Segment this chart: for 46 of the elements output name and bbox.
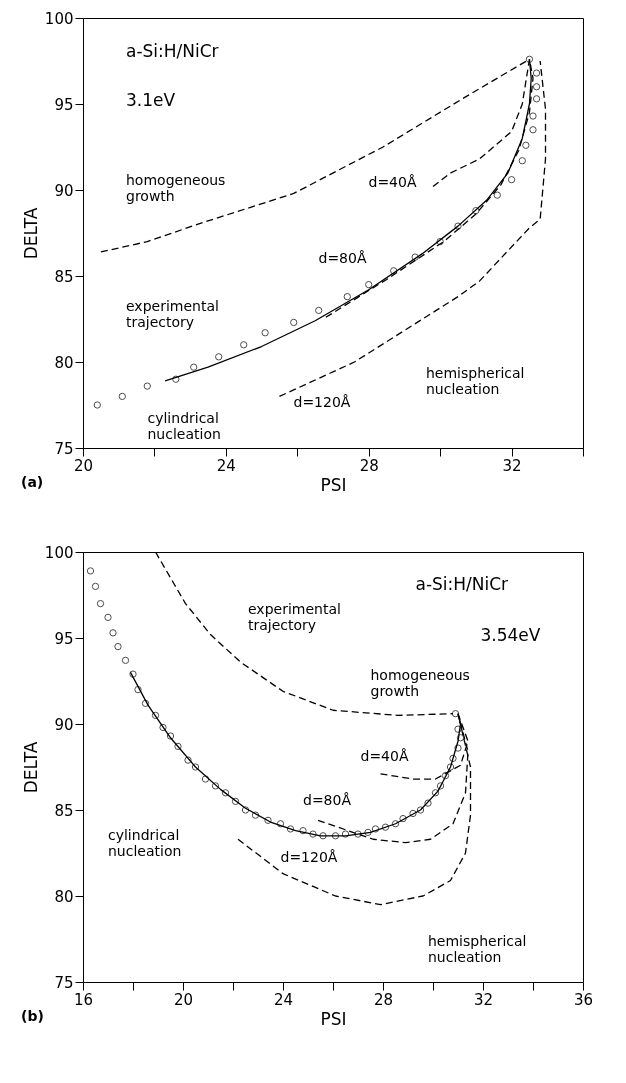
x-tick-label: 20 xyxy=(73,456,94,475)
y-axis-title: DELTA xyxy=(20,207,41,260)
x-tick-label: 32 xyxy=(473,990,494,1009)
y-tick-label: 80 xyxy=(54,887,74,906)
annotation: d=80Å xyxy=(303,792,352,809)
x-tick-label: 16 xyxy=(73,990,94,1009)
annotation: experimental trajectory xyxy=(248,601,341,634)
x-tick-label: 32 xyxy=(502,456,522,475)
y-tick-label: 95 xyxy=(54,629,74,648)
y-tick-label: 100 xyxy=(44,543,74,562)
y-tick-label: 75 xyxy=(54,973,74,992)
annotation: d=120Å xyxy=(293,394,351,411)
x-tick-label: 20 xyxy=(173,990,194,1009)
annotation: 3.54eV xyxy=(480,625,541,646)
y-axis-title: DELTA xyxy=(20,741,41,794)
y-tick-label: 95 xyxy=(54,95,74,114)
annotation: hemispherical nucleation xyxy=(426,365,525,398)
x-tick-label: 24 xyxy=(216,456,236,475)
x-axis-title: PSI xyxy=(320,1008,347,1029)
y-tick-label: 85 xyxy=(54,801,74,820)
annotation: a-Si:H/NiCr xyxy=(126,41,219,62)
x-axis-title: PSI xyxy=(320,474,347,495)
y-tick-label: 100 xyxy=(44,9,74,28)
text: (a) xyxy=(21,474,44,490)
annotation: a-Si:H/NiCr xyxy=(415,573,509,594)
annotation: experimental trajectory xyxy=(126,297,219,330)
annotation: cylindrical nucleation xyxy=(147,409,221,442)
y-tick-label: 90 xyxy=(54,715,74,734)
annotation: d=120Å xyxy=(280,849,338,866)
annotation: d=40Å xyxy=(360,747,409,764)
annotation: d=80Å xyxy=(318,249,367,266)
annotation: 3.1eV xyxy=(126,89,176,110)
y-tick-label: 90 xyxy=(54,181,74,200)
y-tick-label: 75 xyxy=(54,439,74,458)
y-tick-label: 80 xyxy=(54,353,74,372)
text: (b) xyxy=(21,1008,44,1024)
x-tick-label: 36 xyxy=(573,990,594,1009)
x-tick-label: 28 xyxy=(359,456,379,475)
x-tick-label: 28 xyxy=(373,990,394,1009)
annotation: hemispherical nucleation xyxy=(428,933,527,966)
annotation: homogeneous growth xyxy=(370,666,470,699)
y-tick-label: 85 xyxy=(54,267,74,286)
annotation: homogeneous growth xyxy=(126,172,226,205)
annotation: d=40Å xyxy=(368,174,417,191)
annotation: cylindrical nucleation xyxy=(108,826,182,859)
x-tick-label: 24 xyxy=(273,990,294,1009)
